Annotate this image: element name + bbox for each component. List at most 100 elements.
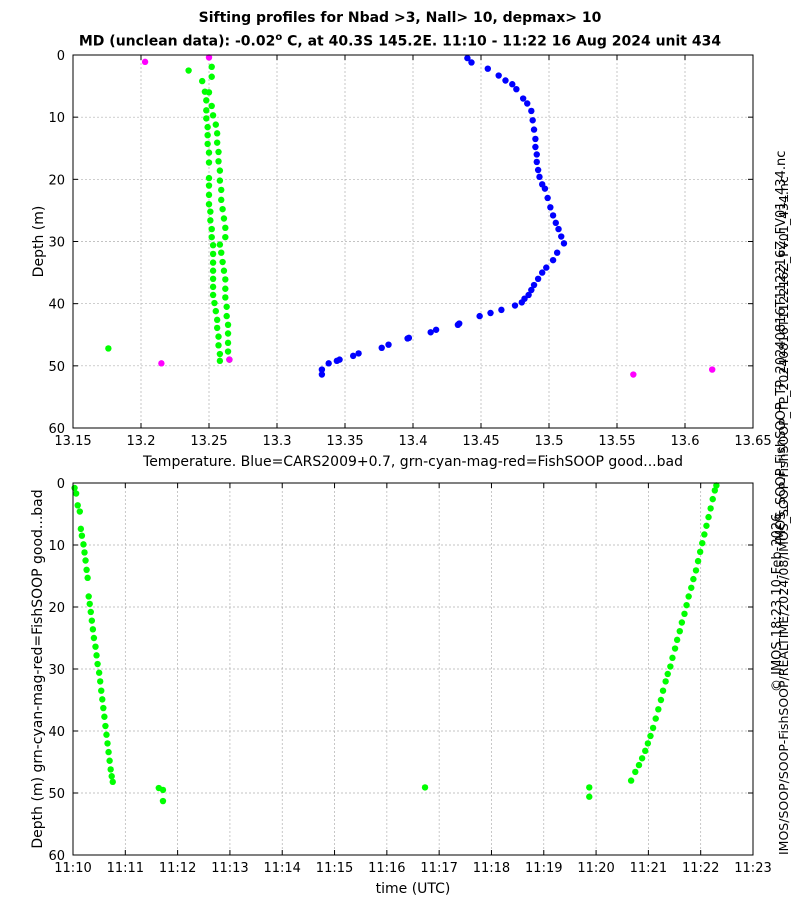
- x-tick-label: 13.45: [462, 434, 499, 449]
- data-point-fishsoop-good: [78, 532, 86, 539]
- data-point-cars2009-0-7: [529, 117, 536, 124]
- x-tick-label: 11:15: [316, 861, 353, 876]
- y-tick-label: 10: [48, 539, 65, 554]
- data-point-cars2009-0-7: [532, 135, 539, 143]
- x-axis-label: Temperature. Blue=CARS2009+0.7, grn-cyan…: [142, 454, 683, 470]
- data-point-fishsoop-good: [638, 755, 646, 762]
- x-tick-label: 13.35: [326, 434, 363, 449]
- data-point-fishsoop-good: [673, 636, 681, 644]
- x-tick-label: 11:20: [577, 861, 614, 876]
- data-point-fishsoop-good: [696, 548, 704, 556]
- data-point-fishsoop-good: [681, 610, 688, 618]
- data-point-fishsoop-good: [213, 139, 221, 146]
- data-point-fishsoop-good: [106, 757, 113, 764]
- data-point-fishsoop-good: [216, 357, 224, 365]
- data-point-cars2009-0-7: [524, 100, 531, 107]
- data-point-fishsoop-good: [208, 102, 215, 110]
- data-point-cars2009-0-7: [427, 329, 434, 336]
- data-point-fishsoop-good: [220, 215, 228, 222]
- data-point-fishsoop-good: [224, 330, 232, 337]
- x-tick-label: 11:14: [263, 861, 300, 876]
- y-tick-label: 0: [57, 49, 65, 64]
- data-point-cars2009-0-7: [495, 72, 502, 79]
- data-point-cars2009-0-7: [560, 240, 568, 247]
- data-point-fishsoop-good: [703, 522, 710, 529]
- data-point-fishsoop-good: [212, 121, 219, 128]
- data-point-fishsoop-good: [207, 208, 214, 215]
- data-point-fishsoop-good: [208, 73, 215, 80]
- data-point-fishsoop-good: [80, 541, 87, 548]
- data-point-cars2009-0-7: [519, 95, 527, 102]
- data-point-fishsoop-good: [215, 333, 222, 340]
- data-point-fishsoop-good: [209, 112, 217, 119]
- x-tick-label: 13.55: [598, 434, 635, 449]
- data-point-fishsoop-good: [205, 89, 213, 96]
- data-point-cars2009-0-7: [536, 173, 543, 181]
- data-point-cars2009-0-7: [487, 309, 494, 317]
- data-point-fishsoop-good: [222, 224, 229, 232]
- data-point-fishsoop-good: [204, 140, 211, 148]
- y-tick-label: 30: [48, 236, 65, 251]
- data-point-fishsoop-good: [209, 283, 217, 291]
- data-point-fishsoop-good: [209, 242, 217, 249]
- degree-symbol: o: [275, 32, 283, 43]
- data-point-fishsoop-good: [215, 148, 222, 156]
- data-point-cars2009-0-7: [530, 281, 538, 289]
- data-point-cars2009-0-7: [318, 371, 326, 378]
- data-point-fishsoop-good: [213, 130, 221, 137]
- data-point-fishsoop-good: [657, 696, 665, 704]
- data-point-cars2009-0-7: [333, 357, 341, 365]
- plot-frame: [72, 54, 754, 429]
- data-point-fishsoop-good: [649, 724, 657, 732]
- data-point-cars2009-0-7: [404, 335, 411, 342]
- y-tick-label: 60: [48, 422, 65, 437]
- data-point-fishsoop-good: [94, 660, 101, 668]
- data-point-fishsoop-good: [95, 669, 103, 676]
- x-tick-label: 13.3: [263, 434, 292, 449]
- data-point-fishsoop-good: [76, 508, 84, 515]
- data-point-fishsoop-good: [692, 567, 700, 574]
- data-point-fishsoop-good: [205, 182, 213, 189]
- data-point-fishsoop-good: [81, 549, 88, 556]
- data-point-cars2009-0-7: [547, 204, 554, 211]
- y-tick-label: 20: [48, 173, 65, 188]
- data-point-fishsoop-good: [224, 348, 232, 355]
- data-point-fishsoop-good: [218, 186, 225, 194]
- time-depth-panel: 11:10 11:11 11:12 11:13 11:14 11:15 11:16 11:17…: [30, 477, 772, 897]
- data-point-fishsoop-good: [209, 267, 217, 274]
- data-point-fishsoop-good: [92, 643, 99, 650]
- data-point-cars2009-0-7: [549, 256, 557, 264]
- data-point-cars2009-0-7: [539, 269, 546, 276]
- data-point-fishsoop-good: [213, 316, 221, 324]
- data-point-fishsoop-good: [223, 312, 230, 320]
- data-point-fishsoop-good: [87, 608, 94, 616]
- x-tick-label: 11:11: [107, 861, 144, 876]
- data-point-fishsoop-good: [667, 663, 674, 670]
- data-point-fishsoop-good: [685, 593, 692, 600]
- data-point-cars2009-0-7: [498, 306, 505, 314]
- data-point-fishsoop-good: [222, 233, 229, 241]
- y-tick-label: 50: [48, 787, 65, 802]
- data-point-fishsoop-good: [659, 687, 667, 694]
- data-point-cars2009-0-7: [513, 85, 520, 93]
- data-point-fishsoop-good: [93, 652, 100, 659]
- y-tick-label: 50: [48, 360, 65, 375]
- data-point-fishsoop-good: [701, 531, 708, 538]
- data-point-fishsoop-good: [690, 575, 697, 583]
- data-point-fishsoop-good: [209, 275, 217, 282]
- title-suffix: C, at 40.3S 145.2E. 11:10 - 11:22 16 Aug…: [282, 33, 722, 50]
- data-point-fishsoop-good: [707, 505, 714, 512]
- x-tick-label: 11:13: [211, 861, 248, 876]
- data-point-fishsoop-good: [224, 339, 232, 347]
- data-point-fishsoop-good: [652, 715, 659, 722]
- x-tick-label: 11:10: [54, 861, 91, 876]
- data-point-fishsoop-good: [204, 123, 211, 131]
- data-point-fishsoop-good: [103, 731, 110, 738]
- data-point-fishsoop-bad: [630, 371, 637, 378]
- data-point-cars2009-0-7: [555, 225, 562, 233]
- y-tick-label: 20: [48, 601, 65, 616]
- data-point-fishsoop-good: [86, 600, 93, 608]
- data-point-fishsoop-good: [107, 766, 114, 773]
- data-point-cars2009-0-7: [533, 151, 540, 158]
